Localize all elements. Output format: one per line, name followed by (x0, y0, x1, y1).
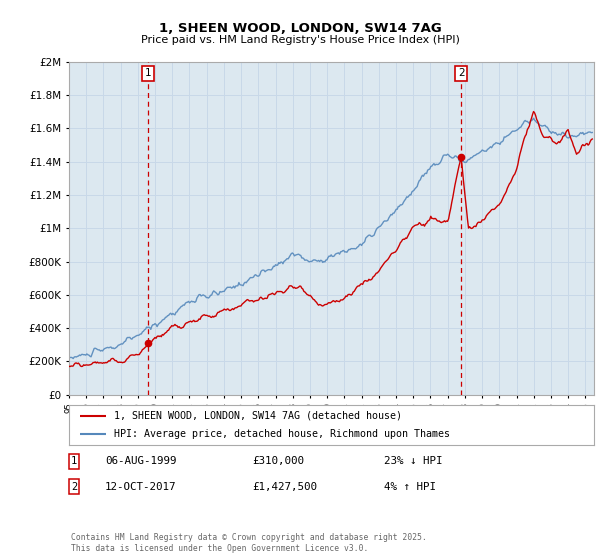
Text: HPI: Average price, detached house, Richmond upon Thames: HPI: Average price, detached house, Rich… (113, 430, 449, 439)
Text: 1, SHEEN WOOD, LONDON, SW14 7AG: 1, SHEEN WOOD, LONDON, SW14 7AG (158, 22, 442, 35)
Text: 1: 1 (71, 456, 77, 466)
Text: 4% ↑ HPI: 4% ↑ HPI (384, 482, 436, 492)
Text: 23% ↓ HPI: 23% ↓ HPI (384, 456, 443, 466)
Text: Contains HM Land Registry data © Crown copyright and database right 2025.
This d: Contains HM Land Registry data © Crown c… (71, 533, 427, 553)
Text: 1: 1 (145, 68, 151, 78)
Text: Price paid vs. HM Land Registry's House Price Index (HPI): Price paid vs. HM Land Registry's House … (140, 35, 460, 45)
Text: 12-OCT-2017: 12-OCT-2017 (105, 482, 176, 492)
Text: 2: 2 (71, 482, 77, 492)
Text: 06-AUG-1999: 06-AUG-1999 (105, 456, 176, 466)
Text: 2: 2 (458, 68, 464, 78)
Text: 1, SHEEN WOOD, LONDON, SW14 7AG (detached house): 1, SHEEN WOOD, LONDON, SW14 7AG (detache… (113, 411, 401, 421)
Text: £1,427,500: £1,427,500 (252, 482, 317, 492)
Text: £310,000: £310,000 (252, 456, 304, 466)
